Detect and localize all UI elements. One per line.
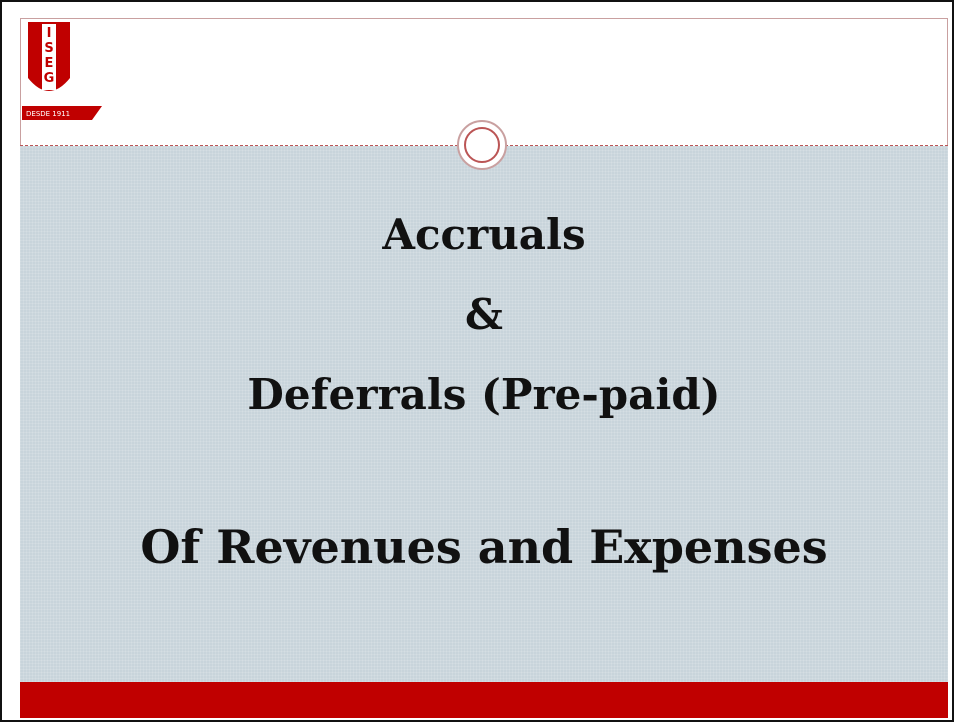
logo-stripe (42, 24, 56, 90)
logo-letter: E (45, 56, 54, 71)
logo-caption: DESDE 1911 (26, 110, 70, 118)
logo-ribbon (22, 106, 102, 120)
subtitle: Of Revenues and Expenses (140, 520, 828, 574)
footer-bar (20, 682, 948, 718)
content-band (20, 146, 948, 682)
logo-letter: I (47, 26, 52, 41)
title-line: & (465, 290, 503, 339)
logo-letter: G (44, 71, 55, 86)
logo-letter: S (44, 41, 53, 56)
title-line: Deferrals (Pre-paid) (247, 370, 721, 419)
title-line: Accruals (382, 210, 586, 259)
ornament (457, 120, 507, 170)
